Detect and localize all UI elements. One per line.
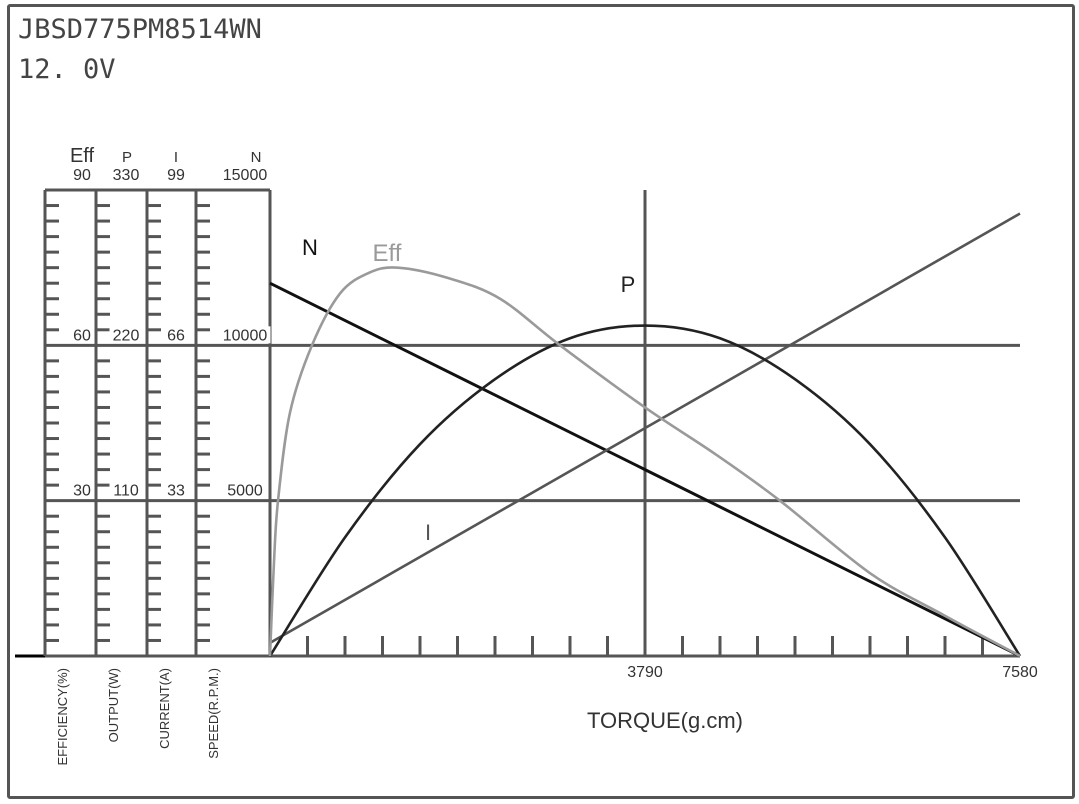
tick-label-bg: [219, 326, 271, 344]
y-tick-label-i: 33: [167, 483, 185, 500]
curve-eff: [268, 266, 1021, 658]
x-tick-label: 3790: [627, 664, 663, 681]
x-tick-label: 7580: [1002, 664, 1038, 681]
curve-n: [269, 281, 1021, 658]
y-tick-label-eff: 90: [73, 167, 91, 184]
axis-header-i: I: [174, 149, 178, 166]
y-tick-label-n: 15000: [223, 167, 268, 184]
axis-title-n: SPEED(R.P.M.): [206, 668, 221, 759]
tick-label-bg: [164, 481, 188, 499]
y-tick-label-n: 10000: [223, 327, 268, 344]
tick-label-bg: [70, 481, 94, 499]
curve-p: [268, 324, 1022, 657]
y-tick-label-eff: 30: [73, 483, 91, 500]
curve-label-p: P: [621, 272, 636, 297]
axis-title-i: CURRENT(A): [157, 668, 172, 749]
y-tick-label-n: 5000: [227, 483, 263, 500]
tick-label-bg: [164, 326, 188, 344]
axis-title-p: OUTPUT(W): [106, 668, 121, 742]
axis-title-eff: EFFICIENCY(%): [55, 668, 70, 766]
tick-label-bg: [224, 481, 266, 499]
motor-model: JBSD775PM8514WN: [18, 14, 262, 45]
curve-label-i: I: [425, 520, 431, 545]
curve-label-eff: Eff: [373, 240, 402, 267]
y-tick-label-p: 220: [113, 327, 140, 344]
tick-label-bg: [109, 326, 143, 344]
curve-label-n: N: [302, 235, 318, 260]
y-tick-label-i: 66: [167, 327, 185, 344]
y-tick-label-p: 110: [113, 483, 139, 500]
axis-header-eff: Eff: [70, 145, 95, 167]
tick-label-bg: [70, 326, 94, 344]
curve-i: [269, 212, 1021, 644]
voltage: 12. 0V: [18, 54, 116, 85]
y-tick-label-p: 330: [113, 167, 140, 184]
chart-frame: [7, 4, 1075, 799]
axis-header-p: P: [122, 149, 132, 166]
y-tick-label-i: 99: [167, 167, 185, 184]
tick-label-bg: [109, 481, 143, 499]
y-tick-label-eff: 60: [73, 327, 91, 344]
x-axis-title: TORQUE(g.cm): [587, 708, 743, 733]
axis-header-n: N: [251, 149, 262, 166]
